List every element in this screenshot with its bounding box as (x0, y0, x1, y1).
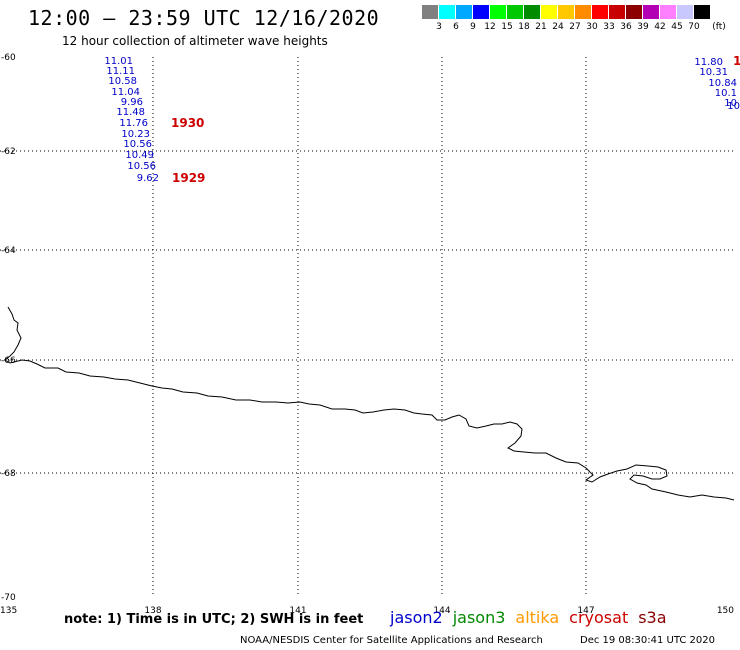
wave-height-value: 10.23 (121, 129, 150, 140)
legend-swatch (524, 5, 541, 19)
legend-label: 36 (620, 22, 632, 32)
lon-tick-label: 135 (0, 606, 17, 616)
footer-note: note: 1) Time is in UTC; 2) SWH is in fe… (64, 612, 364, 627)
lon-tick-label: 147 (577, 606, 594, 616)
legend-unit: (ft) (712, 22, 726, 32)
lat-tick-label: -64 (1, 246, 16, 256)
legend-label: 3 (436, 22, 442, 32)
lat-tick-label: -66 (1, 356, 16, 366)
legend-swatch (456, 5, 473, 19)
wave-height-value: 10.31 (699, 67, 728, 78)
wave-height-value: 10.49 (125, 150, 154, 161)
wave-height-value: 9.62 (137, 173, 159, 184)
legend-label: 24 (552, 22, 564, 32)
wave-height-value: 11.01 (104, 56, 133, 67)
wave-height-value: 9.96 (121, 97, 143, 108)
legend-labels: 3 6 9 12 15 18 21 24 27 30 33 36 39 42 45 70 (ft) (422, 19, 726, 33)
coastline-path (4, 306, 735, 501)
wave-height-value: 11.48 (116, 107, 145, 118)
lat-tick-label: -60 (1, 53, 16, 63)
legend-swatch (558, 5, 575, 19)
legend-swatch (422, 5, 439, 19)
legend-label: 30 (586, 22, 598, 32)
wave-height-value: 11.80 (694, 57, 723, 68)
lat-tick-label: -62 (1, 147, 16, 157)
legend-label: 70 (688, 22, 700, 32)
antarctic-coastline (4, 306, 735, 501)
wave-height-value: 10.56 (127, 161, 156, 172)
legend-label: 39 (637, 22, 649, 32)
legend-label: 21 (535, 22, 547, 32)
map-grid: 135 138 141 144 147 150 -60 -62 -64 -66 -68 -70 (0, 53, 734, 616)
satellite-label-s3a: s3a (638, 608, 667, 627)
wave-height-value: 10.56 (123, 139, 152, 150)
legend-label: 18 (518, 22, 530, 32)
lon-tick-label: 144 (433, 606, 450, 616)
legend-swatch (473, 5, 490, 19)
legend-swatch (660, 5, 677, 19)
legend-swatch (439, 5, 456, 19)
wave-height-value: 10.1 (715, 88, 737, 99)
legend-label: 27 (569, 22, 581, 32)
wave-height-value: 10 (724, 98, 737, 109)
credit-text: NOAA/NESDIS Center for Satellite Applica… (240, 635, 543, 646)
lon-tick-label: 150 (717, 606, 734, 616)
legend-label: 12 (484, 22, 496, 32)
legend-swatch (541, 5, 558, 19)
legend-swatch (677, 5, 694, 19)
legend-label: 15 (501, 22, 513, 32)
legend-label: 33 (603, 22, 615, 32)
wave-height-value: 10 (727, 101, 740, 112)
legend-swatch (609, 5, 626, 19)
legend-swatch (507, 5, 524, 19)
lon-tick-label: 141 (289, 606, 306, 616)
legend-swatch (694, 5, 711, 19)
satellite-label-cryosat: cryosat (569, 608, 629, 627)
lat-tick-label: -68 (1, 469, 16, 479)
legend-swatches (422, 5, 711, 19)
wave-height-color-legend: 3 6 9 12 15 18 21 24 27 30 33 36 39 42 45 70 (ft) (422, 5, 726, 33)
page-subtitle: 12 hour collection of altimeter wave hei… (62, 34, 328, 48)
lon-tick-label: 138 (144, 606, 161, 616)
wave-height-value: 11.11 (106, 66, 135, 77)
legend-swatch (592, 5, 609, 19)
legend-swatch (626, 5, 643, 19)
legend-label: 9 (470, 22, 476, 32)
wave-height-value: 11.04 (111, 87, 140, 98)
lat-tick-label: -70 (1, 593, 16, 603)
satellite-legend: jason2 jason3 altika cryosat s3a (390, 608, 677, 627)
page-title: 12:00 – 23:59 UTC 12/16/2020 (28, 6, 380, 30)
legend-label: 6 (453, 22, 459, 32)
wave-height-value: 11.76 (119, 118, 148, 129)
left-track-values: 11.0111.1110.5811.049.9611.4811.7610.231… (104, 56, 159, 184)
time-label-1930: 1930 (171, 116, 204, 130)
legend-swatch (490, 5, 507, 19)
satellite-label-altika: altika (515, 608, 560, 627)
wave-height-value: 10.58 (108, 76, 137, 87)
satellite-label-jason2: jason2 (390, 608, 443, 627)
legend-label: 42 (654, 22, 666, 32)
time-label-1929: 1929 (172, 171, 205, 185)
wave-height-value: 10.84 (708, 78, 737, 89)
timestamp-text: Dec 19 08:30:41 UTC 2020 (580, 635, 715, 646)
legend-label: 45 (671, 22, 683, 32)
time-label-right: 1 (733, 54, 740, 68)
legend-swatch (643, 5, 660, 19)
legend-swatch (575, 5, 592, 19)
satellite-label-jason3: jason3 (452, 608, 506, 627)
